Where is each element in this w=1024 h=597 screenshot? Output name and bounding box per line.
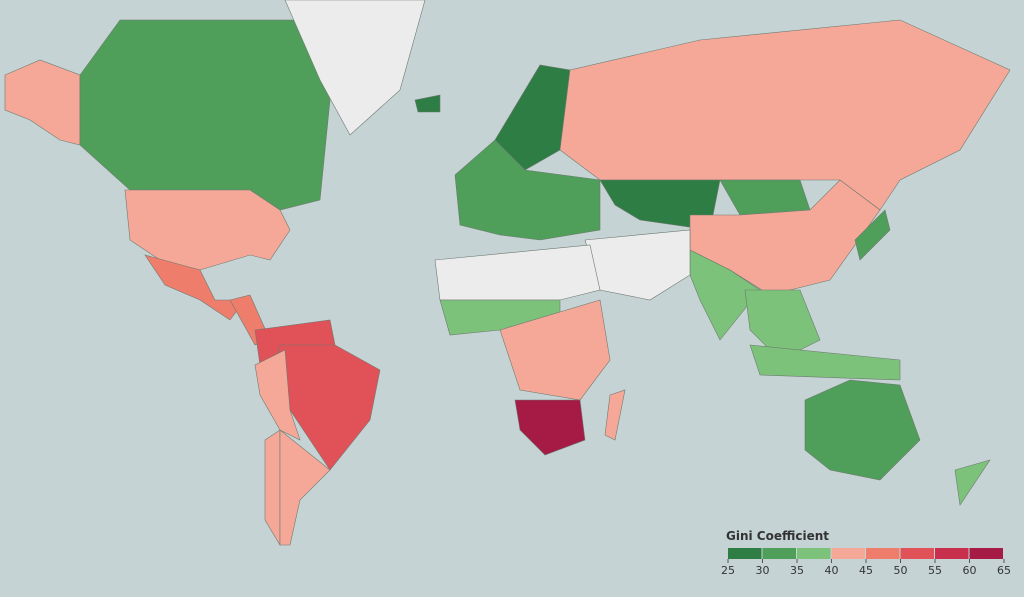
legend-tick-label: 50	[894, 564, 908, 577]
legend: 25 30 35 40 45 50 55 60 65	[721, 548, 1011, 577]
country	[414, 94, 441, 113]
country	[749, 344, 901, 381]
legend-tick-label: 35	[790, 564, 804, 577]
legend-swatch	[797, 548, 831, 559]
country	[954, 459, 991, 506]
legend-tick-label: 30	[756, 564, 770, 577]
country	[584, 229, 691, 301]
country	[804, 379, 921, 481]
country	[124, 189, 291, 271]
country	[284, 0, 426, 136]
legend-swatch	[831, 548, 865, 559]
legend-swatch	[900, 548, 934, 559]
legend-tick-label: 65	[997, 564, 1011, 577]
country	[454, 139, 601, 241]
legend-swatch	[969, 548, 1003, 559]
country	[434, 244, 601, 301]
legend-tick-label: 45	[859, 564, 873, 577]
legend-tick-label: 60	[963, 564, 977, 577]
legend-title: Gini Coefficient	[726, 529, 829, 543]
country	[719, 179, 811, 216]
country	[514, 399, 586, 456]
country	[279, 429, 331, 546]
country	[4, 59, 81, 146]
legend-tick-label: 40	[825, 564, 839, 577]
legend-swatch	[935, 548, 969, 559]
legend-swatch	[728, 548, 762, 559]
country	[264, 429, 281, 547]
country	[604, 389, 626, 441]
legend-swatch	[762, 548, 796, 559]
country	[254, 349, 301, 441]
legend-swatch	[866, 548, 900, 559]
countries	[4, 0, 1011, 547]
legend-tick-label: 55	[928, 564, 942, 577]
country	[854, 209, 891, 261]
legend-tick-label: 25	[721, 564, 735, 577]
country	[79, 19, 331, 211]
